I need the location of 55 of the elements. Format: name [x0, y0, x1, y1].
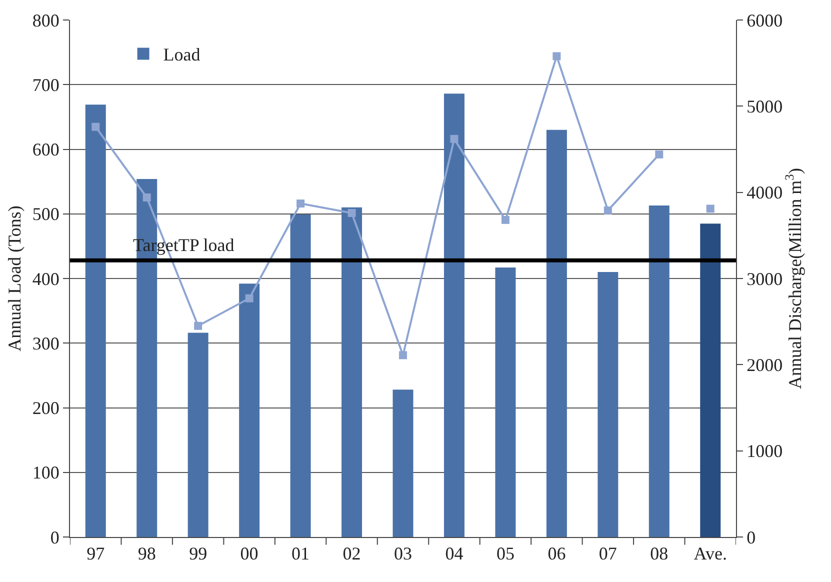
bar [546, 130, 567, 537]
bar [85, 104, 106, 537]
bar [342, 207, 362, 537]
bar [188, 332, 208, 537]
y-tick-label: 300 [32, 333, 60, 354]
y-tick-label: 800 [32, 10, 60, 30]
point [501, 216, 510, 224]
point [92, 122, 100, 131]
bar [700, 224, 721, 537]
point [245, 294, 254, 302]
y-tick-label: 0 [50, 527, 60, 548]
x-tick-label: 07 [598, 544, 617, 564]
legend-label: Load [163, 44, 200, 65]
y-tick-label: 100 [32, 462, 60, 483]
bar [495, 268, 516, 537]
x-tick-label: 01 [292, 544, 310, 564]
bar [290, 214, 311, 537]
y2-tick-label: 2000 [746, 354, 783, 375]
point [348, 209, 356, 218]
x-tick-label: 97 [86, 544, 105, 564]
x-tick-label: 04 [445, 544, 464, 564]
point [142, 194, 151, 202]
y2-tick-label: 1000 [746, 441, 783, 462]
y-tick-label: 200 [32, 398, 60, 418]
y2-tick-label: 4000 [746, 182, 783, 203]
point [655, 150, 664, 158]
point [450, 134, 458, 143]
x-tick-label: 99 [189, 544, 208, 564]
y2-tick-label: 5000 [746, 96, 783, 116]
point [604, 206, 612, 214]
y2-tick-label: 6000 [746, 10, 783, 30]
y-tick-label: 400 [32, 268, 60, 289]
x-tick-label: 98 [138, 544, 156, 564]
point [399, 351, 407, 360]
x-tick-label: 05 [496, 544, 514, 564]
point [296, 200, 305, 208]
x-tick-label: 06 [548, 544, 566, 564]
y-axis-title: Annual Load (Tons) [4, 206, 25, 352]
y2-tick-label: 0 [746, 527, 756, 548]
y2-tick-label: 3000 [746, 268, 783, 289]
bar [444, 94, 464, 537]
y-tick-label: 600 [32, 140, 60, 160]
y-tick-label: 700 [32, 74, 60, 95]
x-tick-label: Ave. [694, 544, 727, 564]
x-tick-label: 00 [240, 544, 258, 564]
x-tick-label: 03 [394, 544, 412, 564]
y-tick-label: 500 [32, 204, 60, 224]
bar [598, 272, 618, 537]
x-tick-label: 08 [650, 544, 668, 564]
bar [239, 284, 260, 537]
bar [392, 390, 414, 537]
bar [648, 205, 670, 537]
point [552, 52, 561, 60]
point [194, 322, 202, 330]
x-tick-label: 02 [342, 544, 361, 564]
